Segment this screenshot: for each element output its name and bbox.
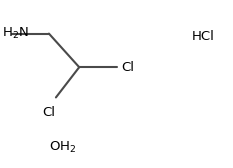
Text: Cl: Cl xyxy=(42,106,55,119)
Text: H$_2$N: H$_2$N xyxy=(2,26,29,41)
Text: Cl: Cl xyxy=(121,61,134,74)
Text: HCl: HCl xyxy=(191,30,214,44)
Text: OH$_2$: OH$_2$ xyxy=(49,140,77,155)
